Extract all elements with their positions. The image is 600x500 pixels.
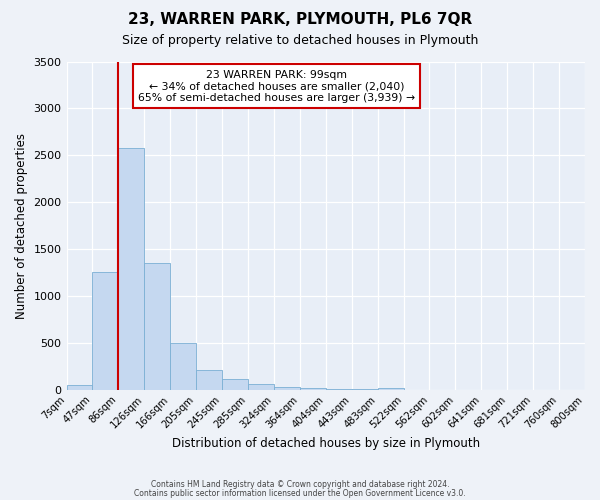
Bar <box>248 384 274 390</box>
Y-axis label: Number of detached properties: Number of detached properties <box>15 132 28 318</box>
Bar <box>196 370 222 390</box>
Text: Contains HM Land Registry data © Crown copyright and database right 2024.: Contains HM Land Registry data © Crown c… <box>151 480 449 489</box>
Text: Size of property relative to detached houses in Plymouth: Size of property relative to detached ho… <box>122 34 478 47</box>
Bar <box>92 272 118 390</box>
Text: 23 WARREN PARK: 99sqm
← 34% of detached houses are smaller (2,040)
65% of semi-d: 23 WARREN PARK: 99sqm ← 34% of detached … <box>138 70 415 103</box>
X-axis label: Distribution of detached houses by size in Plymouth: Distribution of detached houses by size … <box>172 437 480 450</box>
Bar <box>222 380 248 390</box>
Text: 23, WARREN PARK, PLYMOUTH, PL6 7QR: 23, WARREN PARK, PLYMOUTH, PL6 7QR <box>128 12 472 28</box>
Bar <box>352 388 377 390</box>
Bar <box>300 388 326 390</box>
Bar <box>118 148 145 390</box>
Bar <box>377 388 404 390</box>
Bar <box>274 387 300 390</box>
Bar <box>67 385 92 390</box>
Bar <box>170 342 196 390</box>
Bar <box>145 263 170 390</box>
Text: Contains public sector information licensed under the Open Government Licence v3: Contains public sector information licen… <box>134 490 466 498</box>
